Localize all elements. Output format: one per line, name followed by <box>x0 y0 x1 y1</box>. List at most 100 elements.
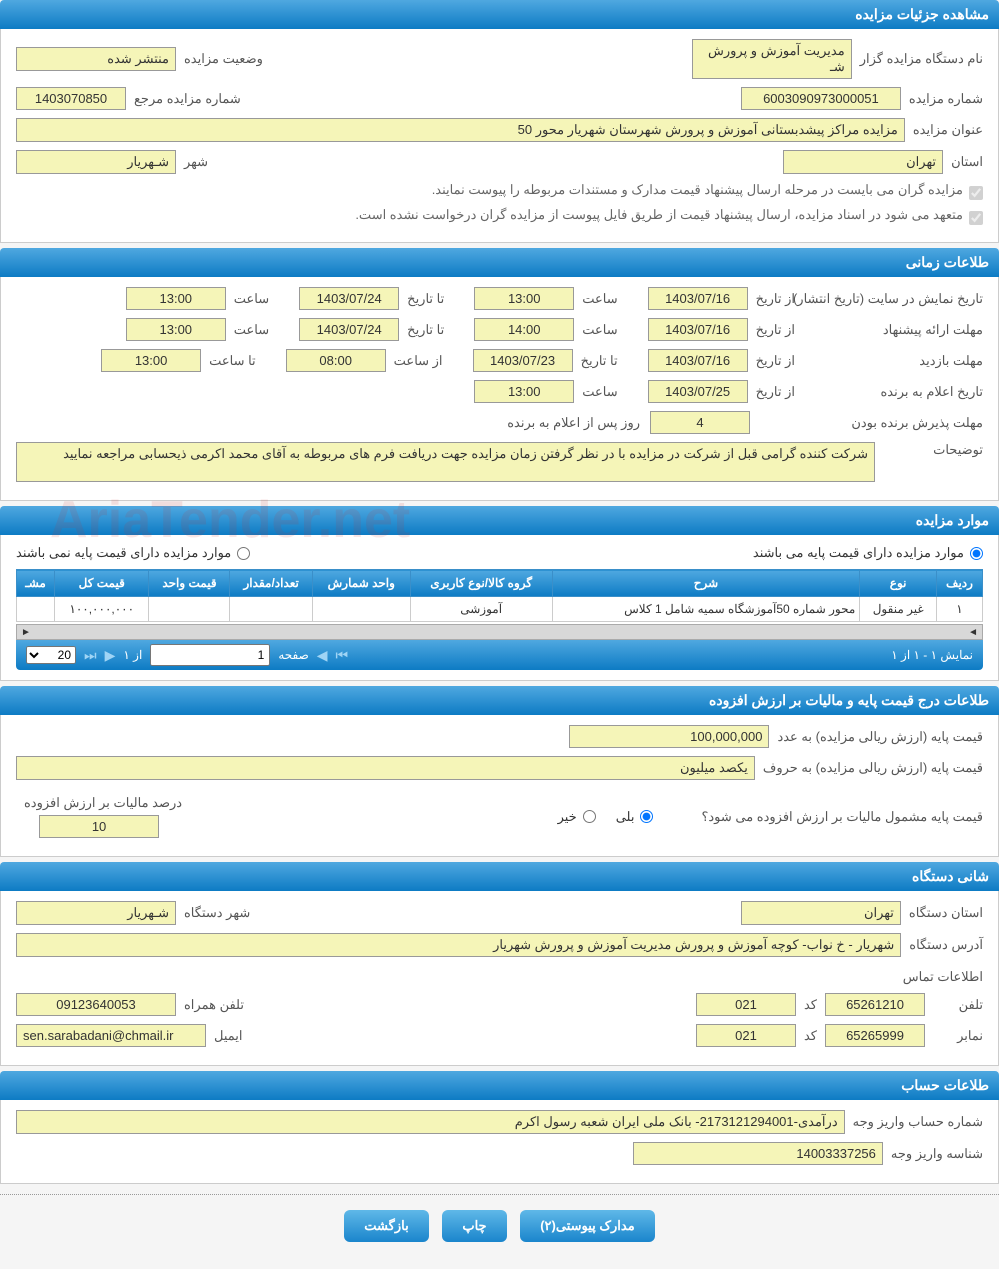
pager-first-icon[interactable]: ⏮ <box>336 647 349 664</box>
th-total: قیمت کل <box>55 570 149 597</box>
back-button[interactable]: بازگشت <box>344 1210 428 1242</box>
hour-lbl: ساعت <box>582 291 617 307</box>
cell-unit <box>312 597 410 622</box>
vat-no-radio[interactable] <box>583 810 596 823</box>
no-base-radio[interactable] <box>237 547 250 560</box>
section-header-items: موارد مزایده <box>0 506 999 535</box>
table-row[interactable]: ۱ غیر منقول محور شماره 50آموزشگاه سمیه ش… <box>17 597 983 622</box>
section-body-items: موارد مزایده دارای قیمت پایه می باشند مو… <box>0 535 999 681</box>
pager-page-input[interactable] <box>150 644 270 666</box>
attachments-button[interactable]: مدارک پیوستی(۲) <box>520 1210 655 1242</box>
baseprice-word-value: یکصد میلیون <box>16 756 755 780</box>
to-hour-lbl: تا ساعت <box>209 353 256 369</box>
vat-no-option[interactable]: خیر <box>558 809 596 825</box>
publish-from-hour: 13:00 <box>474 287 574 310</box>
auction-no-value: 6003090973000051 <box>741 87 901 110</box>
horizontal-scrollbar[interactable]: ◄ ► <box>16 624 983 640</box>
cell-desc: محور شماره 50آموزشگاه سمیه شامل 1 کلاس <box>552 597 860 622</box>
table-pager: نمایش ۱ - ۱ از ۱ ⏮ ◀ صفحه از ۱ ▶ ⏭ 20 <box>16 640 983 670</box>
email-label: ایمیل <box>214 1028 243 1044</box>
phone-label: تلفن <box>933 997 983 1013</box>
section-body-baseprice: قیمت پایه (ارزش ریالی مزایده) به عدد 100… <box>0 715 999 857</box>
section-body-timing: تاریخ نمایش در سایت (تاریخ انتشار) از تا… <box>0 277 999 501</box>
publish-from-date: 1403/07/16 <box>648 287 748 310</box>
no-base-option[interactable]: موارد مزایده دارای قیمت پایه نمی باشند <box>16 545 250 561</box>
scroll-right-icon[interactable]: ► <box>21 627 31 638</box>
auction-title-label: عنوان مزایده <box>913 122 983 138</box>
baseprice-word-label: قیمت پایه (ارزش ریالی مزایده) به حروف <box>763 760 983 776</box>
auction-no-label: شماره مزایده <box>909 91 983 107</box>
addr-province-label: استان دستگاه <box>909 905 983 921</box>
action-bar: مدارک پیوستی(۲) چاپ بازگشت <box>0 1194 999 1257</box>
pager-last-icon[interactable]: ⏭ <box>84 647 97 664</box>
after-announce-lbl: روز پس از اعلام به برنده <box>507 415 640 431</box>
print-button[interactable]: چاپ <box>442 1210 506 1242</box>
email-value: sen.sarabadani@chmail.ir <box>16 1024 206 1047</box>
note1-checkbox <box>969 186 983 200</box>
publish-to-date: 1403/07/24 <box>299 287 399 310</box>
items-table: ردیف نوع شرح گروه کالا/نوع کاربری واحد ش… <box>16 569 983 622</box>
proposal-from-hour: 14:00 <box>474 318 574 341</box>
from-date-lbl: از تاریخ <box>756 291 795 307</box>
from-date-lbl4: از تاریخ <box>756 384 795 400</box>
auction-title-value: مزایده مراکز پیشدبستانی آموزش و پرورش شه… <box>16 118 905 142</box>
th-unit-price: قیمت واحد <box>149 570 230 597</box>
addr-province-value: تهران <box>741 901 901 925</box>
phone-code-label: کد <box>804 997 817 1013</box>
accept-days: 4 <box>650 411 750 434</box>
hour-lbl5: ساعت <box>582 384 617 400</box>
addr-address-value: شهریار - خ نواب- کوچه آموزش و پرورش مدیر… <box>16 933 901 957</box>
contact-title: اطلاعات تماس <box>903 969 983 985</box>
publish-label: تاریخ نمایش در سایت (تاریخ انتشار) <box>803 291 983 307</box>
has-base-option[interactable]: موارد مزایده دارای قیمت پایه می باشند <box>753 545 983 561</box>
status-label: وضعیت مزایده <box>184 51 263 67</box>
note2-checkbox <box>969 211 983 225</box>
vat-yes-radio[interactable] <box>640 810 653 823</box>
cell-total: ۱۰۰,۰۰۰,۰۰۰ <box>55 597 149 622</box>
section-header-baseprice: طلاعات درج قیمت پایه و مالیات بر ارزش اف… <box>0 686 999 715</box>
fax-code-value: 021 <box>696 1024 796 1047</box>
org-value: مدیریت آموزش و پرورش شـ <box>692 39 852 79</box>
baseprice-num-label: قیمت پایه (ارزش ریالی مزایده) به عدد <box>777 729 983 745</box>
pager-next-icon[interactable]: ▶ <box>105 647 116 664</box>
section-body-address: استان دستگاه تهران شهر دستگاه شـهریار آد… <box>0 891 999 1066</box>
hour-lbl4: ساعت <box>234 322 269 338</box>
vat-question: قیمت پایه مشمول مالیات بر ارزش افزوده می… <box>701 809 983 825</box>
account-no-value: درآمدی-2173121294001- بانک ملی ایران شعب… <box>16 1110 845 1134</box>
visit-from-hour: 08:00 <box>286 349 386 372</box>
city-value: شـهریار <box>16 150 176 174</box>
proposal-to-date: 1403/07/24 <box>299 318 399 341</box>
from-date-lbl2: از تاریخ <box>756 322 795 338</box>
pager-prev-icon[interactable]: ◀ <box>317 647 328 664</box>
org-label: نام دستگاه مزایده گزار <box>860 51 983 67</box>
phone-code-value: 021 <box>696 993 796 1016</box>
has-base-label: موارد مزایده دارای قیمت پایه می باشند <box>753 545 964 561</box>
vat-yes-option[interactable]: بلی <box>616 809 654 825</box>
from-hour-lbl: از ساعت <box>394 353 443 369</box>
visit-label: مهلت بازدید <box>803 353 983 369</box>
pager-of: از ۱ <box>123 648 142 662</box>
proposal-from-date: 1403/07/16 <box>648 318 748 341</box>
visit-to-hour: 13:00 <box>101 349 201 372</box>
section-header-timing: طلاعات زمانی <box>0 248 999 277</box>
th-desc: شرح <box>552 570 860 597</box>
scroll-left-icon[interactable]: ◄ <box>968 627 978 638</box>
proposal-label: مهلت ارائه پیشنهاد <box>803 322 983 338</box>
notes-value: شرکت کننده گرامی قبل از شرکت در مزایده ب… <box>16 442 875 482</box>
status-value: منتشر شده <box>16 47 176 71</box>
section-header-address: شانی دستگاه <box>0 862 999 891</box>
accept-label: مهلت پذیرش برنده بودن <box>803 415 983 431</box>
pager-per-page-select[interactable]: 20 <box>26 646 76 664</box>
pager-display: نمایش ۱ - ۱ از ۱ <box>891 648 973 662</box>
note1-text: مزایده گران می بایست در مرحله ارسال پیشن… <box>432 182 963 198</box>
has-base-radio[interactable] <box>970 547 983 560</box>
th-unit: واحد شمارش <box>312 570 410 597</box>
ref-no-label: شماره مزایده مرجع <box>134 91 241 107</box>
th-type: نوع <box>860 570 937 597</box>
pager-page-prefix: صفحه <box>278 648 308 662</box>
from-date-lbl3: از تاریخ <box>756 353 795 369</box>
proposal-to-hour: 13:00 <box>126 318 226 341</box>
th-group: گروه کالا/نوع کاربری <box>410 570 552 597</box>
cell-row: ۱ <box>937 597 983 622</box>
baseprice-num-value: 100,000,000 <box>569 725 769 748</box>
